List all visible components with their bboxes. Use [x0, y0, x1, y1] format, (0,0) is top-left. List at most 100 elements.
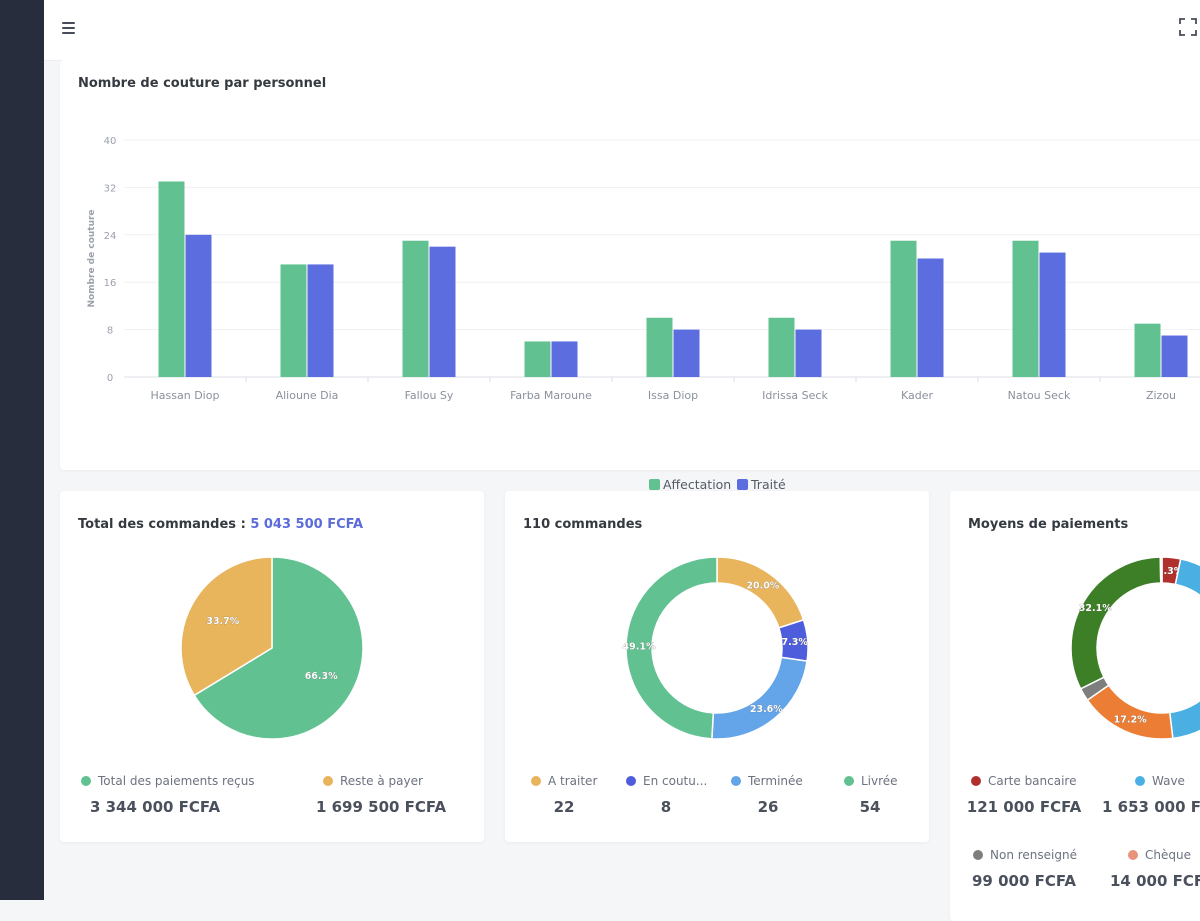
slice-percent-label: 49.1% — [623, 641, 656, 652]
bar-affectation-idrissa-seck — [768, 317, 795, 377]
legend-item-a-traiter[interactable]: A traiter — [531, 774, 597, 788]
legend-label: Reste à payer — [340, 774, 423, 788]
top-bar — [44, 0, 1200, 61]
legend-item-affectation[interactable]: Affectation — [649, 477, 731, 492]
legend-item-livr-e[interactable]: Livrée — [844, 774, 898, 788]
payments-card: Moyens de paiements 3.3% 17.2% 32.1% Carte… — [950, 491, 1200, 921]
legend-item-trait[interactable]: Traité — [737, 477, 786, 492]
slice-percent-label: 66.3% — [305, 671, 338, 682]
hamburger-menu-icon[interactable] — [58, 16, 82, 40]
bar-trait-fallou-sy — [429, 246, 456, 377]
bar-affectation-farba-maroune — [524, 341, 551, 377]
legend-dot — [1135, 776, 1145, 786]
orders-donut-chart: 20.0% 7.3% 23.6% 49.1% — [622, 556, 809, 740]
slice-segment-2 — [1086, 684, 1174, 740]
slice-wave — [1168, 558, 1200, 740]
slice-percent-label: 17.2% — [1114, 715, 1147, 726]
legend-value: 8 — [660, 798, 672, 816]
legend-label: Total des paiements reçus — [98, 774, 255, 788]
payments-title: Moyens de paiements — [968, 517, 1129, 532]
legend-item-total-des-paiements-re-us[interactable]: Total des paiements reçus — [81, 774, 255, 788]
totals-title-prefix: Total des commandes : — [78, 517, 246, 532]
slice-livr-e — [625, 556, 718, 740]
bar-affectation-issa-diop — [646, 317, 673, 377]
totals-title-amount: 5 043 500 FCFA — [250, 517, 364, 532]
slice-total-des-paiements-re-us — [193, 556, 364, 740]
legend-label: En coutu... — [643, 774, 708, 788]
legend-dot — [81, 776, 91, 786]
slice-percent-label: 32.1% — [1079, 603, 1112, 614]
legend-dot — [971, 776, 981, 786]
legend-dot — [531, 776, 541, 786]
legend-swatch — [737, 479, 748, 490]
x-category-label: Zizou — [1146, 389, 1176, 402]
bar-affectation-zizou — [1134, 323, 1161, 377]
legend-value: 22 — [553, 798, 575, 816]
legend-value: 3 344 000 FCFA — [89, 798, 221, 816]
legend-item-ch-que[interactable]: Chèque — [1128, 848, 1191, 862]
slice-percent-label: 3.3% — [1157, 566, 1184, 577]
slice-reste-payer — [180, 556, 273, 697]
bar-trait-kader — [917, 258, 944, 377]
slice-percent-label: 7.3% — [782, 637, 809, 648]
legend-label: Chèque — [1145, 848, 1191, 862]
bar-affectation-natou-seck — [1012, 240, 1039, 377]
bar-affectation-kader — [890, 240, 917, 377]
orders-title: 110 commandes — [523, 517, 643, 532]
bar-trait-farba-maroune — [551, 341, 578, 377]
slice-percent-label: 23.6% — [750, 704, 783, 715]
y-axis-title: Nombre de couture — [87, 209, 97, 307]
legend-label: A traiter — [548, 774, 598, 788]
legend-value: 14 000 FCFA — [1109, 872, 1200, 890]
x-category-label: Idrissa Seck — [762, 389, 828, 402]
legend-item-carte-bancaire[interactable]: Carte bancaire — [971, 774, 1076, 788]
bar-trait-hassan-diop — [185, 234, 212, 377]
legend-item-en-coutu[interactable]: En coutu... — [626, 774, 707, 788]
slice-percent-label: 20.0% — [746, 580, 779, 591]
legend-label: Livrée — [861, 774, 898, 788]
bar-trait-issa-diop — [673, 329, 700, 377]
bar-trait-alioune-dia — [307, 264, 334, 377]
legend-label: Wave — [1152, 774, 1185, 788]
legend-dot — [323, 776, 333, 786]
payments-donut-chart: 3.3% 17.2% 32.1% — [1070, 556, 1200, 740]
legend-label: Traité — [751, 477, 786, 492]
legend-dot — [626, 776, 636, 786]
legend-item-wave[interactable]: Wave — [1135, 774, 1185, 788]
fullscreen-icon[interactable] — [1178, 17, 1198, 37]
legend-value: 1 699 500 FCFA — [315, 798, 447, 816]
slice-ch-que — [1159, 556, 1163, 584]
y-tick-label: 0 — [107, 373, 113, 384]
bar-trait-natou-seck — [1039, 252, 1066, 377]
slice-segment-4 — [1070, 556, 1162, 690]
totals-card: Total des commandes : 5 043 500 FCFA 66.… — [60, 491, 484, 842]
y-tick-label: 24 — [104, 231, 117, 242]
legend-item-termin-e[interactable]: Terminée — [731, 774, 803, 788]
legend-label: Non renseigné — [990, 848, 1077, 862]
legend-dot — [973, 850, 983, 860]
y-tick-label: 16 — [104, 278, 117, 289]
legend-label: Carte bancaire — [988, 774, 1077, 788]
legend-dot — [1128, 850, 1138, 860]
legend-label: Affectation — [663, 477, 732, 492]
x-category-label: Fallou Sy — [405, 389, 454, 402]
bar-chart: 0 8 16 24 32 40 Nombre de couture Hassan Diop Al… — [87, 136, 1200, 402]
sidebar — [0, 0, 44, 900]
totals-title: Total des commandes : 5 043 500 FCFA — [78, 517, 363, 532]
legend-value: 1 653 000 FCFA — [1102, 798, 1200, 816]
x-category-label: Natou Seck — [1008, 389, 1071, 402]
y-tick-label: 8 — [107, 326, 113, 337]
legend-value: 26 — [757, 798, 779, 816]
bar-trait-idrissa-seck — [795, 329, 822, 377]
legend-item-reste-payer[interactable]: Reste à payer — [323, 774, 423, 788]
y-tick-label: 32 — [104, 183, 117, 194]
legend-item-non-renseign[interactable]: Non renseigné — [973, 848, 1077, 862]
legend-label: Terminée — [748, 774, 803, 788]
totals-pie-chart: 66.3% 33.7% — [180, 556, 364, 740]
bar-affectation-fallou-sy — [402, 240, 429, 377]
legend-dot — [731, 776, 741, 786]
legend-swatch — [649, 479, 660, 490]
x-category-label: Farba Maroune — [510, 389, 592, 402]
slice-a-traiter — [716, 556, 805, 629]
orders-card: 110 commandes 20.0% 7.3% 23.6% 49.1% A trai… — [505, 491, 929, 842]
